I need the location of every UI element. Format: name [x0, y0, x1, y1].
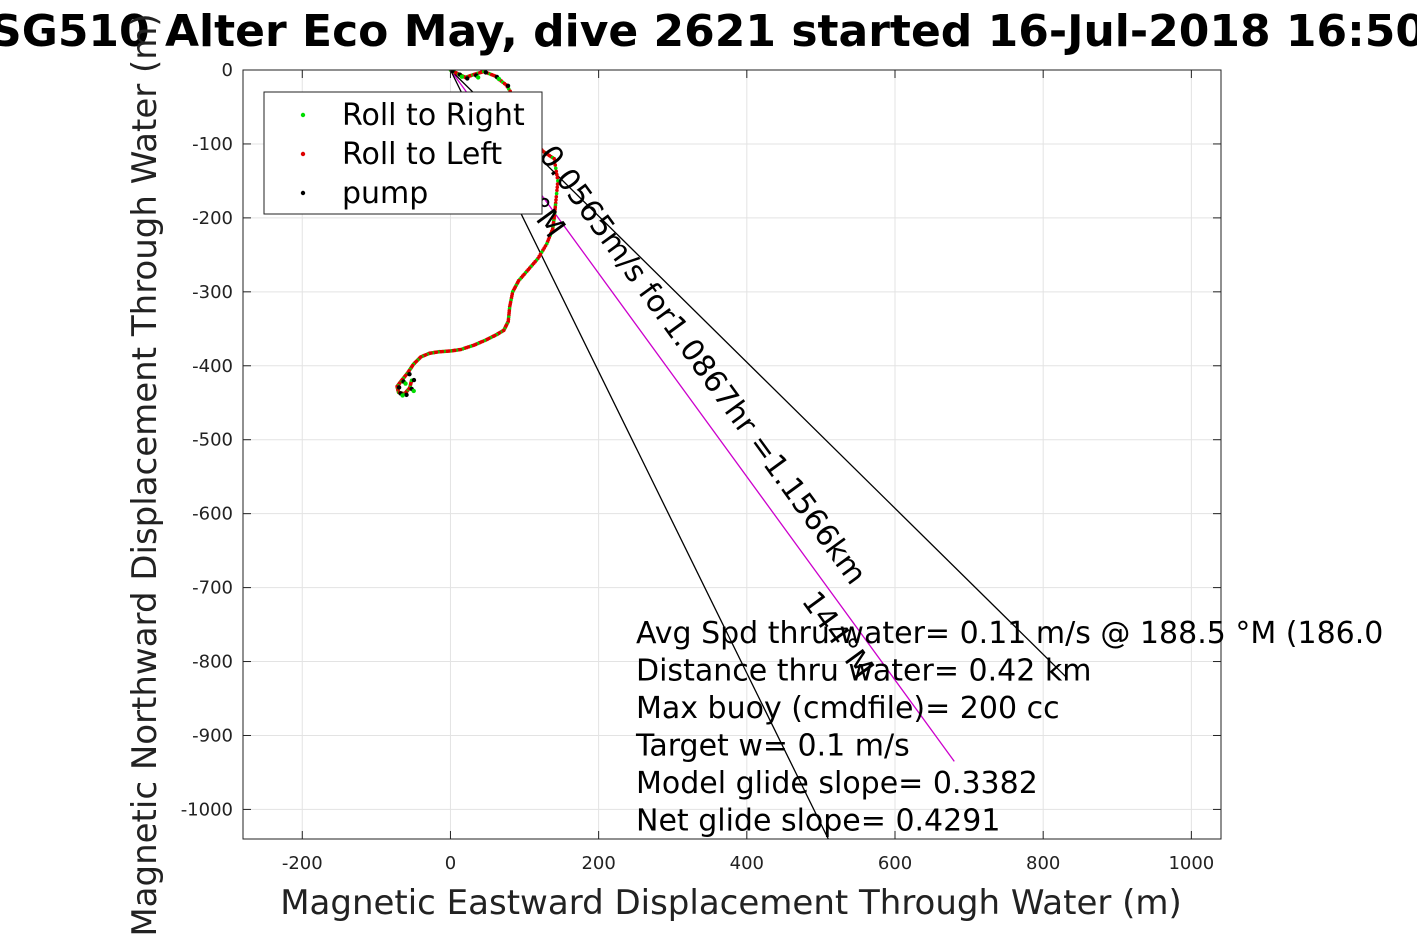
x-tick-label: -200	[282, 853, 323, 874]
track-point	[555, 188, 559, 193]
y-tick-label: -700	[192, 578, 233, 599]
pump-point	[407, 371, 412, 377]
pump-point	[411, 377, 417, 383]
track-point	[552, 156, 556, 161]
y-tick-label: 0	[222, 60, 233, 81]
track-point	[553, 166, 558, 171]
y-tick-label: -900	[192, 725, 233, 746]
y-tick-label: -1000	[181, 799, 233, 820]
y-tick-label: -300	[192, 282, 233, 303]
y-tick-label: -800	[192, 652, 233, 673]
roll-right-point	[400, 393, 405, 398]
legend-marker	[300, 151, 306, 157]
x-tick-label: 200	[581, 853, 615, 874]
x-tick-label: 600	[878, 853, 912, 874]
y-tick-label: -600	[192, 504, 233, 525]
x-tick-label: 400	[730, 853, 764, 874]
chart-title: SG510 Alter Eco May, dive 2621 started 1…	[0, 6, 1417, 57]
pump-point	[505, 83, 511, 88]
legend: Roll to Right Roll to Left pump	[263, 91, 543, 215]
ticks: -200 0 200 400 600 800 1000 0 -100 -200 -300 -400 -5…	[181, 60, 1221, 874]
line-model	[449, 70, 1066, 677]
x-tick-label: 1000	[1168, 853, 1214, 874]
roll-right-point	[411, 388, 416, 394]
pump-point	[483, 70, 488, 75]
track-point	[555, 185, 560, 190]
stat-line: Distance thru water= 0.42 km	[636, 654, 1091, 689]
x-tick-label: 800	[1026, 853, 1060, 874]
roll-right-point	[403, 381, 408, 386]
track-point	[555, 182, 560, 186]
pump-point	[465, 76, 470, 81]
y-tick-label: -200	[192, 208, 233, 229]
legend-marker	[300, 112, 306, 118]
pump-point	[396, 385, 402, 390]
legend-label: pump	[342, 176, 428, 211]
plot-frame	[242, 69, 1222, 840]
track-point	[554, 191, 559, 196]
roll-right-point	[475, 75, 481, 80]
pump-point	[450, 70, 455, 74]
stat-line: Target w= 0.1 m/s	[635, 729, 910, 764]
track-point	[555, 175, 560, 180]
track-point	[553, 163, 558, 167]
x-axis-label: Magnetic Eastward Displacement Through W…	[280, 883, 1182, 923]
x-tick-label: 0	[445, 853, 456, 874]
stat-line: Model glide slope= 0.3382	[636, 766, 1038, 801]
legend-box	[263, 91, 543, 215]
stat-line: Net glide slope= 0.4291	[636, 804, 1000, 839]
y-axis-label: Magnetic Northward Displacement Through …	[125, 13, 165, 936]
track-point	[552, 160, 557, 164]
track-point	[554, 198, 558, 202]
stats-text: Avg Spd thru water= 0.11 m/s @ 188.5 °M …	[635, 616, 1383, 839]
roll-right-point	[496, 76, 502, 82]
stat-line: Avg Spd thru water= 0.11 m/s @ 188.5 °M …	[636, 616, 1383, 651]
pump-point	[404, 392, 409, 398]
legend-label: Roll to Right	[342, 98, 525, 133]
roll-right-point	[459, 74, 465, 79]
track-point	[556, 179, 560, 183]
y-tick-label: -100	[192, 134, 233, 155]
legend-marker	[300, 190, 306, 196]
track-point	[554, 194, 559, 199]
y-tick-label: -500	[192, 430, 233, 451]
track-point	[555, 172, 559, 177]
y-tick-label: -400	[192, 356, 233, 377]
track-point	[554, 169, 559, 174]
legend-label: Roll to Left	[342, 137, 502, 172]
stat-line: Max buoy (cmdfile)= 200 cc	[636, 691, 1060, 726]
